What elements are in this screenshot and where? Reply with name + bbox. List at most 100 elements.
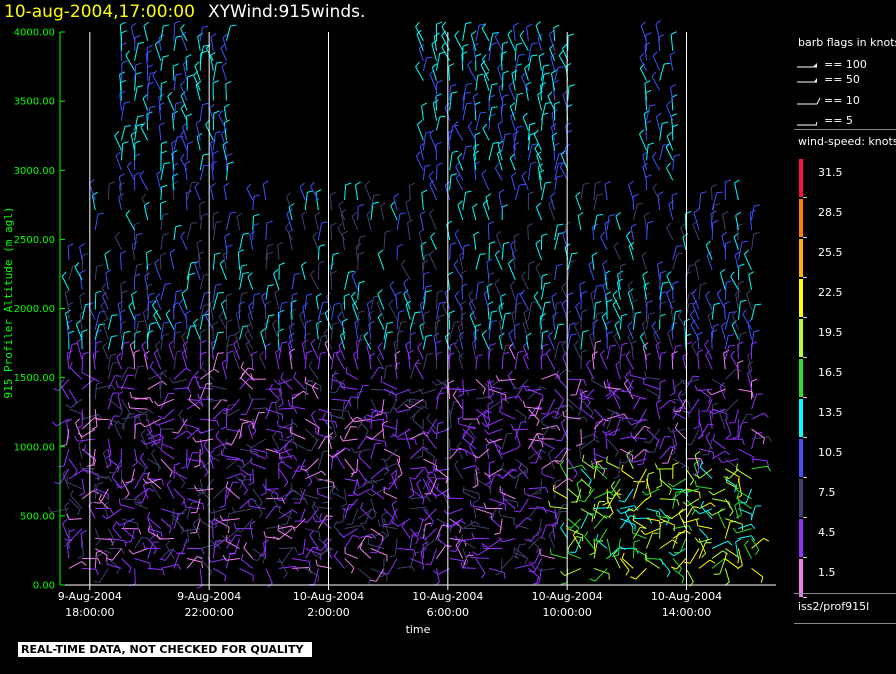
wind-barb-flag xyxy=(472,92,479,98)
wind-barb xyxy=(612,304,621,320)
wind-barb-flag xyxy=(629,388,632,395)
wind-barb xyxy=(635,568,647,580)
wind-barb-flag xyxy=(753,329,760,333)
wind-barb-flag xyxy=(121,290,128,294)
wind-barb-flag xyxy=(71,342,78,345)
wind-barb-flag xyxy=(469,499,472,506)
wind-barb xyxy=(712,498,730,503)
wind-barb-flag xyxy=(661,291,668,294)
wind-barb xyxy=(737,422,743,440)
wind-barb xyxy=(410,398,426,402)
wind-barb xyxy=(567,488,579,498)
wind-barb-flag xyxy=(514,323,520,327)
wind-barb-flag xyxy=(571,252,578,255)
wind-barb-flag xyxy=(67,301,74,306)
wind-barb-flag xyxy=(270,489,276,495)
wind-barb-flag xyxy=(746,413,754,416)
wind-barb xyxy=(172,165,175,181)
wind-barb xyxy=(187,487,202,490)
wind-barb xyxy=(738,448,754,458)
wind-barb xyxy=(475,396,490,400)
wind-barb-flag xyxy=(639,129,645,135)
wind-barb-flag xyxy=(523,416,527,423)
wind-barb xyxy=(731,324,739,340)
wind-barb xyxy=(499,518,503,534)
wind-barb xyxy=(416,124,424,141)
wind-barb xyxy=(235,313,241,330)
wind-barb-flag xyxy=(504,132,511,136)
wind-barb xyxy=(291,390,304,400)
wind-barb-flag xyxy=(421,545,428,550)
wind-barb xyxy=(567,398,581,411)
wind-barb xyxy=(134,315,136,330)
wind-barb xyxy=(415,26,424,42)
wind-barb-flag xyxy=(146,415,148,422)
wind-barb xyxy=(120,332,125,350)
wind-barb xyxy=(488,84,493,101)
wind-barb xyxy=(711,192,718,211)
wind-barb xyxy=(317,336,323,350)
wind-barb-flag xyxy=(422,541,429,545)
wind-barb-flag xyxy=(222,554,227,561)
wind-barb xyxy=(279,448,293,455)
wind-barb xyxy=(147,458,160,467)
wind-barb-flag xyxy=(341,507,348,511)
wind-barb-flag xyxy=(722,550,729,555)
wind-barb xyxy=(130,528,136,542)
wind-barb-flag xyxy=(751,535,756,542)
wind-barb xyxy=(388,478,398,490)
wind-barb xyxy=(134,116,139,131)
wind-barb xyxy=(540,85,543,101)
wind-barb-flag xyxy=(146,431,152,436)
wind-barb-flag xyxy=(119,309,126,314)
wind-barb-flag xyxy=(116,484,122,489)
wind-barb xyxy=(112,548,122,561)
wind-barb xyxy=(147,477,162,490)
wind-barb-flag xyxy=(125,50,130,56)
wind-barb xyxy=(735,293,739,310)
wind-barb xyxy=(180,158,188,171)
wind-barb xyxy=(514,517,527,529)
wind-barb xyxy=(454,233,464,251)
wind-barb-flag xyxy=(238,249,245,253)
wind-barb xyxy=(669,303,674,320)
wind-barb xyxy=(163,408,175,419)
wind-barb-flag xyxy=(675,309,682,313)
wind-barb xyxy=(355,246,359,260)
wind-barb xyxy=(102,322,109,340)
wind-barb-flag xyxy=(173,465,175,472)
wind-barb xyxy=(173,75,177,91)
wind-barb xyxy=(449,409,452,427)
wind-barb-flag xyxy=(187,141,194,145)
wind-barb-flag xyxy=(134,413,141,417)
wind-barb xyxy=(199,315,204,330)
wind-barb xyxy=(624,512,634,529)
wind-barb-flag xyxy=(583,182,590,185)
wind-barb-flag xyxy=(608,214,616,217)
wind-barb xyxy=(171,113,175,131)
wind-barb-flag xyxy=(236,475,240,482)
wind-barb-flag xyxy=(299,182,305,188)
wind-barb xyxy=(211,508,227,514)
wind-barb xyxy=(422,336,427,350)
wind-barb-flag xyxy=(531,42,538,45)
wind-barb xyxy=(643,113,648,131)
wind-barb xyxy=(458,356,464,370)
x-axis-title: time xyxy=(406,623,431,636)
wind-barb xyxy=(422,255,426,270)
wind-barb-flag xyxy=(620,461,627,464)
wind-barb-flag xyxy=(425,290,432,293)
wind-barb-flag xyxy=(65,309,71,314)
wind-barb xyxy=(481,334,490,350)
wind-barb-flag xyxy=(116,567,120,574)
wind-barb xyxy=(300,265,306,280)
wind-barb xyxy=(497,144,503,161)
wind-barb-flag xyxy=(436,21,443,25)
wind-barb-flag xyxy=(488,393,494,399)
wind-barb xyxy=(665,167,674,181)
wind-barb xyxy=(134,557,150,564)
wind-barb xyxy=(512,25,516,41)
wind-barb xyxy=(269,389,280,400)
wind-barb-flag xyxy=(675,490,683,493)
wind-barb-flag xyxy=(720,408,726,412)
